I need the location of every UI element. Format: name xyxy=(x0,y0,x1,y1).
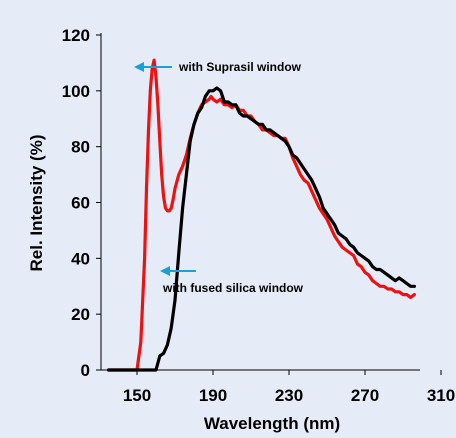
y-tick-label: 80 xyxy=(71,138,90,157)
x-tick-label: 270 xyxy=(351,386,379,405)
x-tick-label: 230 xyxy=(275,386,303,405)
annotation-label-fused_silica: with fused silica window xyxy=(162,281,304,295)
tick-layer: 0 20 40 60 80 100 120 150 190 230 270 310 xyxy=(62,26,456,405)
series-layer xyxy=(106,58,416,372)
annotation-layer: with Suprasil window with fused silica wi… xyxy=(134,60,304,295)
annotation-label-suprasil: with Suprasil window xyxy=(178,60,302,74)
y-tick-label: 60 xyxy=(71,194,90,213)
annotation-arrowhead-fused_silica xyxy=(160,266,170,276)
y-tick-label: 100 xyxy=(62,82,90,101)
y-tick-label: 40 xyxy=(71,249,90,268)
x-tick-label: 190 xyxy=(199,386,227,405)
y-tick-label: 20 xyxy=(71,305,90,324)
x-tick-label: 310 xyxy=(427,386,455,405)
series-line-fused_silica xyxy=(106,86,416,372)
x-axis-title: Wavelength (nm) xyxy=(204,414,340,433)
annotation-arrowhead-suprasil xyxy=(134,62,144,72)
y-tick-label: 120 xyxy=(62,26,90,45)
y-tick-label: 0 xyxy=(81,361,90,380)
x-tick-label: 150 xyxy=(123,386,151,405)
y-axis-title: Rel. Intensity (%) xyxy=(27,135,46,272)
